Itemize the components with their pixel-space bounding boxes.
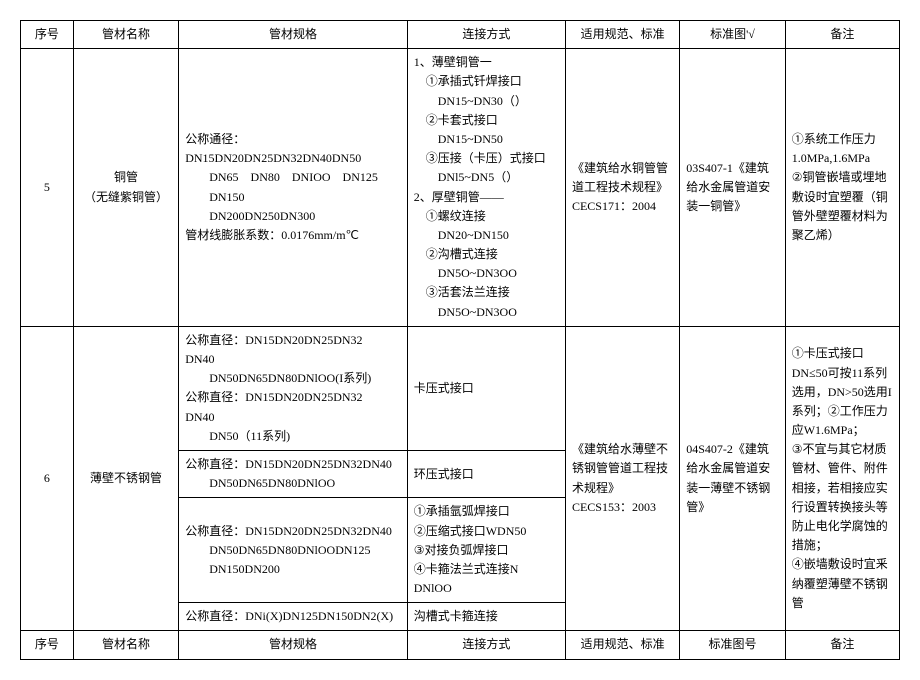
text: ④卡箍法兰式连接N <box>414 562 519 576</box>
text: ④嵌墙敷设时宜釆纳覆塑薄壁不锈钢管 <box>792 557 888 609</box>
text: 1、薄壁铜管一 <box>414 55 492 69</box>
table-header: 序号 管材名称 管材规格 连接方式 适用规范、标准 标准图'√ 备注 <box>21 21 900 49</box>
text: DNlOO <box>414 581 452 595</box>
text: ①螺纹连接 <box>414 207 559 226</box>
text: DNl5~DN5（） <box>414 168 559 187</box>
col-conn: 连接方式 <box>407 21 565 49</box>
cell-name: 铜管 （无缝紫铜管） <box>73 49 178 327</box>
col-drawing: 标准图号 <box>680 631 785 659</box>
col-spec: 管材规格 <box>179 631 408 659</box>
cell-conn: 沟槽式卡箍连接 <box>407 603 565 631</box>
table-row: 6 薄壁不锈钢管 公称直径：DN15DN20DN25DN32 DN40 DN50… <box>21 326 900 450</box>
cell-std: 《建筑给水薄壁不锈钢管管道工程技术规程》 CECS153：2003 <box>565 326 679 631</box>
text: 铜管 <box>114 170 138 184</box>
text: （无缝紫铜管） <box>84 190 168 204</box>
text: 公称直径：DN15DN20DN25DN32 DN40 <box>185 390 398 423</box>
text: DN50DN65DN80DNlOO <box>185 474 401 493</box>
cell-std: 《建筑给水铜管管道工程技术规程》 CECS171：2004 <box>565 49 679 327</box>
text: ③对接负弧焊接口 <box>414 543 509 557</box>
text: ③活套法兰连接 <box>414 283 559 302</box>
text: DN65 DN80 DNIOO DN125 DN150 <box>185 168 401 206</box>
cell-remark: ①系统工作压力1.0MPa,1.6MPa ②铜管嵌墙或埋地敷设时宜塑覆（铜管外壁… <box>785 49 899 327</box>
text: DN50DN65DN80DNlOO(I系列) <box>185 369 401 388</box>
text: DN200DN250DN300 <box>185 207 401 226</box>
pipe-table: 序号 管材名称 管材规格 连接方式 适用规范、标准 标准图'√ 备注 5 铜管 … <box>20 20 900 660</box>
text: 公称直径：DN15DN20DN25DN32 DN40 <box>185 333 398 366</box>
col-seq: 序号 <box>21 631 74 659</box>
text: ②沟槽式连接 <box>414 245 559 264</box>
text: CECS153：2003 <box>572 500 656 514</box>
text: ①卡压式接口DN≤50可按11系列选用，DN>50选用I系列；②工作压力应W1.… <box>792 346 892 437</box>
text: ③不宜与其它材质管材、管件、附件相接，若相接应实行设置转换接头等防止电化学腐蚀的… <box>792 442 888 552</box>
text: 公称直径：DN15DN20DN25DN32DN40 <box>185 524 392 538</box>
cell-spec: 公称直径：DN15DN20DN25DN32 DN40 DN50DN65DN80D… <box>179 326 408 450</box>
text: DN50（11系列) <box>185 427 401 446</box>
cell-name: 薄壁不锈钢管 <box>73 326 178 631</box>
text: ②铜管嵌墙或埋地敷设时宜塑覆（铜管外壁塑覆材料为聚乙烯） <box>792 170 888 242</box>
text: DN15~DN30（） <box>414 92 559 111</box>
cell-spec: 公称直径：DN15DN20DN25DN32DN40 DN50DN65DN80DN… <box>179 450 408 497</box>
cell-seq: 5 <box>21 49 74 327</box>
cell-remark: ①卡压式接口DN≤50可按11系列选用，DN>50选用I系列；②工作压力应W1.… <box>785 326 899 631</box>
text: ①承插式钎焊接口 <box>414 72 559 91</box>
cell-spec: 公称通径：DN15DN20DN25DN32DN40DN50 DN65 DN80 … <box>179 49 408 327</box>
col-remark: 备注 <box>785 631 899 659</box>
col-std: 适用规范、标准 <box>565 21 679 49</box>
text: ②卡套式接口 <box>414 111 559 130</box>
text: 2、厚壁铜管—— <box>414 190 504 204</box>
text: ①系统工作压力1.0MPa,1.6MPa <box>792 132 876 165</box>
text: 《建筑给水薄壁不锈钢管管道工程技术规程》 <box>572 442 668 494</box>
text: DN5O~DN3OO <box>414 264 559 283</box>
text: CECS171：2004 <box>572 199 656 213</box>
col-remark: 备注 <box>785 21 899 49</box>
col-seq: 序号 <box>21 21 74 49</box>
cell-spec: 公称直径：DNi(X)DN125DN150DN2(X) <box>179 603 408 631</box>
text: DN20~DN150 <box>414 226 559 245</box>
col-name: 管材名称 <box>73 21 178 49</box>
col-std: 适用规范、标准 <box>565 631 679 659</box>
text: 《建筑给水铜管管道工程技术规程》 <box>572 161 668 194</box>
col-drawing: 标准图'√ <box>680 21 785 49</box>
text: ②压缩式接口WDN50 <box>414 524 527 538</box>
cell-conn: 环压式接口 <box>407 450 565 497</box>
cell-drawing: 04S407-2《建筑给水金属管道安装一薄壁不锈钢管》 <box>680 326 785 631</box>
text: ③压接（卡压）式接口 <box>414 149 559 168</box>
cell-drawing: 03S407-1《建筑给水金属管道安装一铜管》 <box>680 49 785 327</box>
table-row: 5 铜管 （无缝紫铜管） 公称通径：DN15DN20DN25DN32DN40DN… <box>21 49 900 327</box>
cell-conn: 1、薄壁铜管一 ①承插式钎焊接口 DN15~DN30（） ②卡套式接口 DN15… <box>407 49 565 327</box>
text: ①承插氩弧焊接口 <box>414 504 510 518</box>
cell-conn: 卡压式接口 <box>407 326 565 450</box>
cell-conn: ①承插氩弧焊接口 ②压缩式接口WDN50 ③对接负弧焊接口 ④卡箍法兰式连接N … <box>407 498 565 603</box>
text: 公称通径：DN15DN20DN25DN32DN40DN50 <box>185 132 361 165</box>
text: 管材线膨胀系数：0.0176mm/m℃ <box>185 228 359 242</box>
col-name: 管材名称 <box>73 631 178 659</box>
text: DN15~DN50 <box>414 130 559 149</box>
text: 公称直径：DN15DN20DN25DN32DN40 <box>185 457 392 471</box>
text: DN5O~DN3OO <box>414 303 559 322</box>
text: DN150DN200 <box>185 560 401 579</box>
cell-seq: 6 <box>21 326 74 631</box>
col-conn: 连接方式 <box>407 631 565 659</box>
cell-spec: 公称直径：DN15DN20DN25DN32DN40 DN50DN65DN80DN… <box>179 498 408 603</box>
table-header: 序号 管材名称 管材规格 连接方式 适用规范、标准 标准图号 备注 <box>21 631 900 659</box>
col-spec: 管材规格 <box>179 21 408 49</box>
text: DN50DN65DN80DNlOODN125 <box>185 541 401 560</box>
